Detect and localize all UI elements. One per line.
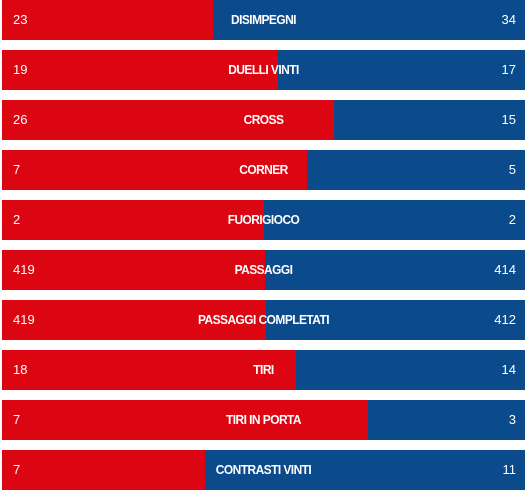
home-value: 26 bbox=[13, 112, 28, 127]
home-value: 18 bbox=[13, 362, 28, 377]
away-value: 17 bbox=[501, 62, 516, 77]
home-value: 7 bbox=[13, 462, 21, 477]
stat-label: TIRI bbox=[253, 362, 274, 377]
stat-row: 7 CONTRASTI VINTI 11 bbox=[2, 450, 525, 490]
home-bar bbox=[2, 150, 307, 190]
home-bar bbox=[2, 100, 334, 140]
away-value: 15 bbox=[501, 112, 516, 127]
away-value: 414 bbox=[494, 262, 516, 277]
away-value: 2 bbox=[508, 212, 516, 227]
home-value: 419 bbox=[13, 262, 35, 277]
home-value: 23 bbox=[13, 12, 28, 27]
stat-row: 7 TIRI IN PORTA 3 bbox=[2, 400, 525, 440]
away-value: 34 bbox=[501, 12, 516, 27]
away-value: 5 bbox=[508, 162, 516, 177]
home-value: 19 bbox=[13, 62, 28, 77]
stat-row: 19 DUELLI VINTI 17 bbox=[2, 50, 525, 90]
home-value: 2 bbox=[13, 212, 21, 227]
stat-row: 26 CROSS 15 bbox=[2, 100, 525, 140]
stat-label: TIRI IN PORTA bbox=[225, 412, 302, 427]
stat-row: 23 DISIMPEGNI 34 bbox=[2, 0, 525, 40]
away-value: 14 bbox=[501, 362, 516, 377]
stat-label: DISIMPEGNI bbox=[231, 12, 296, 27]
home-bar bbox=[2, 450, 205, 490]
home-bar bbox=[2, 200, 264, 240]
stat-label: FUORIGIOCO bbox=[227, 212, 300, 227]
away-value: 412 bbox=[494, 312, 516, 327]
stat-row: 7 CORNER 5 bbox=[2, 150, 525, 190]
stat-label: CROSS bbox=[243, 112, 284, 127]
home-bar bbox=[2, 400, 368, 440]
stat-label: CONTRASTI VINTI bbox=[215, 462, 312, 477]
home-bar bbox=[2, 250, 265, 290]
home-bar bbox=[2, 50, 278, 90]
away-value: 3 bbox=[508, 412, 516, 427]
home-bar bbox=[2, 300, 266, 340]
stat-row: 419 PASSAGGI COMPLETATI 412 bbox=[2, 300, 525, 340]
home-bar bbox=[2, 0, 213, 40]
stat-label: DUELLI VINTI bbox=[228, 62, 299, 77]
home-value: 7 bbox=[13, 162, 21, 177]
home-bar bbox=[2, 350, 296, 390]
stat-row: 18 TIRI 14 bbox=[2, 350, 525, 390]
stat-label: PASSAGGI bbox=[234, 262, 293, 277]
away-value: 11 bbox=[502, 462, 517, 477]
stat-label: CORNER bbox=[239, 162, 288, 177]
stat-row: 2 FUORIGIOCO 2 bbox=[2, 200, 525, 240]
home-value: 419 bbox=[13, 312, 35, 327]
stat-row: 419 PASSAGGI 414 bbox=[2, 250, 525, 290]
stat-label: PASSAGGI COMPLETATI bbox=[197, 312, 330, 327]
home-value: 7 bbox=[13, 412, 21, 427]
